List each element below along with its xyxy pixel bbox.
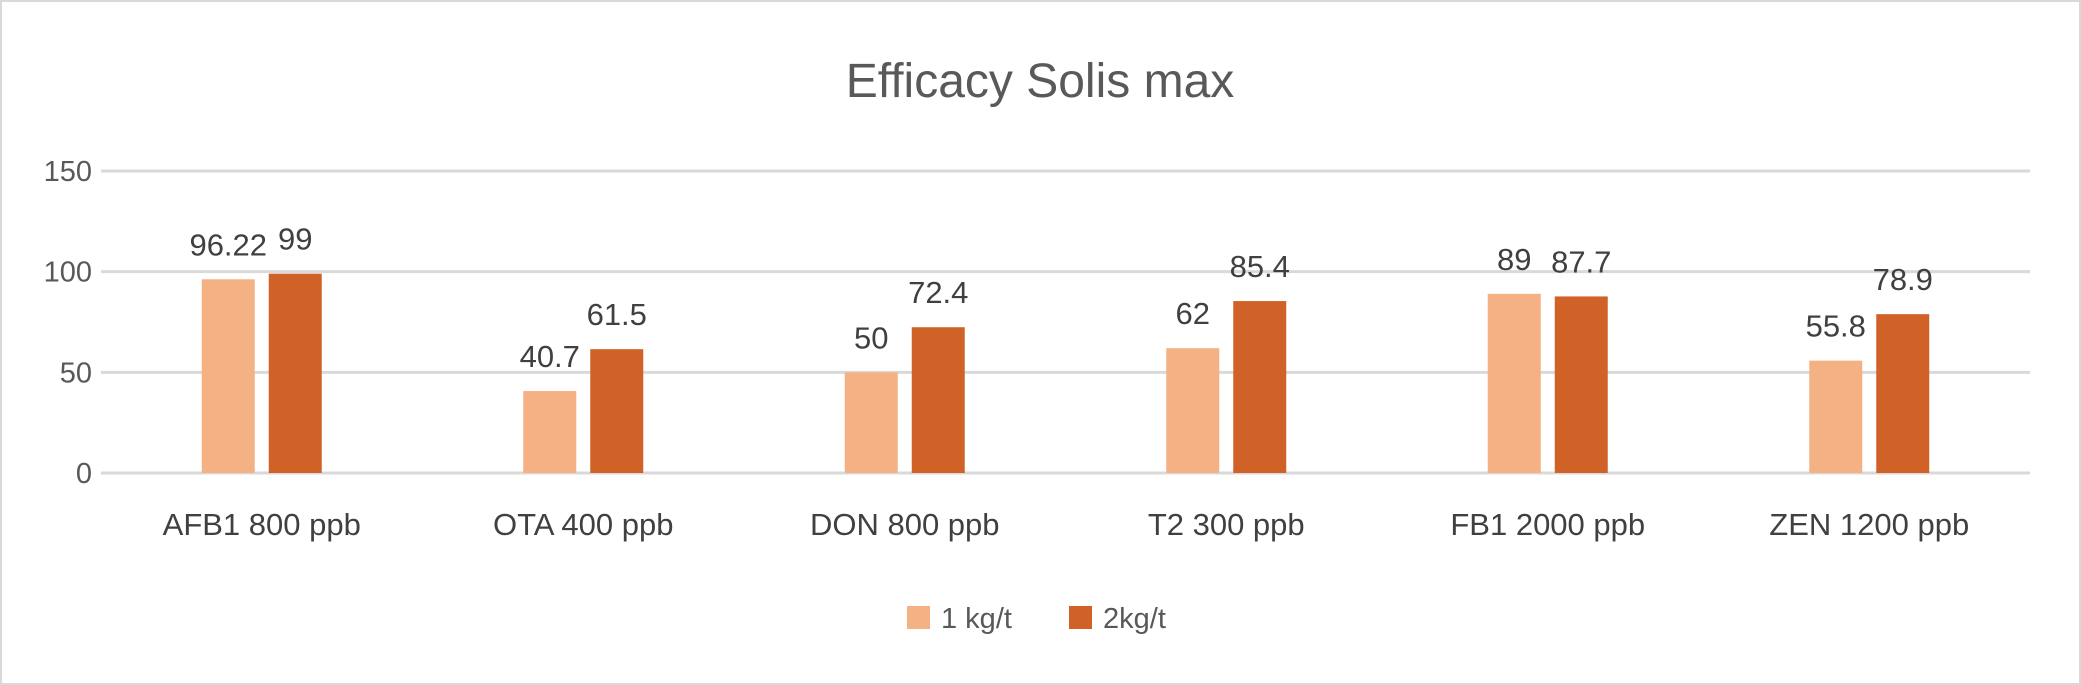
data-label: 87.7: [1551, 244, 1611, 279]
category-label: DON 800 ppb: [810, 507, 1000, 542]
legend-swatch: [907, 606, 930, 629]
data-label: 61.5: [587, 297, 647, 332]
data-label: 50: [854, 320, 888, 355]
data-label: 72.4: [908, 275, 968, 310]
gridlines: [101, 169, 2030, 475]
bar: [1876, 314, 1930, 473]
bar: [911, 327, 965, 473]
data-label: 62: [1176, 296, 1210, 331]
legend-label: 1 kg/t: [941, 603, 1012, 635]
y-tick-label: 0: [76, 458, 92, 490]
legend-swatch: [1069, 606, 1092, 629]
category-label: T2 300 ppb: [1148, 507, 1305, 542]
category-labels: AFB1 800 ppb OTA 400 ppb DON 800 ppb T2 300…: [163, 507, 1970, 542]
bar: [590, 349, 644, 473]
bar: [1166, 348, 1220, 473]
y-tick-label: 100: [44, 257, 92, 289]
bar: [523, 391, 577, 473]
category-label: AFB1 800 ppb: [163, 507, 361, 542]
data-label: 78.9: [1873, 262, 1933, 297]
data-label: 99: [278, 222, 312, 257]
bar: [1809, 360, 1863, 473]
legend: 1 kg/t 2kg/t: [907, 603, 1166, 635]
legend-label: 2kg/t: [1103, 603, 1166, 635]
bar: [844, 372, 898, 473]
data-labels: 96.22 99 40.761.5 50 72.4 62 85.4 89 87.7 55.878.…: [189, 222, 1932, 374]
chart-title: Efficacy Solis max: [846, 55, 1235, 108]
data-label: 85.4: [1230, 249, 1290, 284]
y-tick-label: 150: [44, 156, 92, 188]
data-label: 40.7: [520, 339, 580, 374]
bar: [1554, 296, 1608, 473]
data-label: 55.8: [1806, 309, 1866, 344]
y-tick-label: 50: [60, 357, 92, 389]
y-axis-ticks: 0 50 100 150: [44, 156, 92, 490]
data-label: 89: [1497, 242, 1531, 277]
category-label: FB1 2000 ppb: [1450, 507, 1645, 542]
bars: [201, 273, 1930, 473]
bar: [268, 273, 322, 473]
bar: [201, 279, 255, 473]
category-label: OTA 400 ppb: [493, 507, 673, 542]
category-label: ZEN 1200 ppb: [1769, 507, 1969, 542]
bar: [1233, 301, 1287, 473]
bar: [1487, 293, 1541, 473]
data-label: 96.22: [189, 227, 267, 262]
